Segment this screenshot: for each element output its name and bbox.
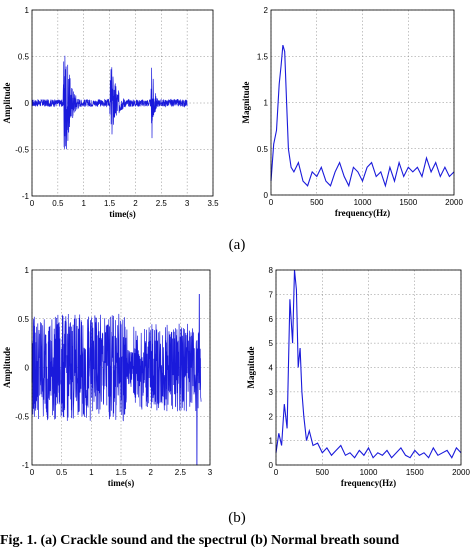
- y-tick-label: 0: [264, 191, 269, 200]
- y-tick-label: 2: [264, 6, 269, 15]
- chart-crackle-waveform: 0 0.5 1 1.5 2 2.5 3 3.5 -1 -0.5 0 0.5 1 time(s) Amplit…: [2, 6, 219, 219]
- axes-frame: [270, 9, 455, 196]
- y-tick-label: -1: [22, 192, 30, 201]
- y-tick-label: -0.5: [15, 412, 29, 421]
- y-tick-label: 0: [25, 364, 30, 373]
- x-tick-label: 0: [30, 468, 35, 477]
- chart-crackle-spectrum: 0 500 1000 1500 2000 0 0.5 1 1.5 2 frequency(Hz) Ma…: [241, 6, 463, 218]
- y-axis-label: Amplitude: [2, 82, 12, 123]
- x-axis-label: frequency(Hz): [335, 208, 390, 218]
- x-tick-label: 0: [269, 198, 274, 207]
- y-tick-label: 0: [25, 99, 30, 108]
- y-tick-label: 1: [269, 437, 274, 446]
- chart-normal-waveform: 0 0.5 1 1.5 2 2.5 3 -1 -0.5 0 0.5 1 time(s) Amplitude: [2, 266, 213, 488]
- x-tick-label: 2.5: [156, 199, 168, 208]
- y-tick-label: 0.5: [18, 315, 30, 324]
- x-tick-label: 3: [185, 199, 190, 208]
- x-tick-label: 1000: [354, 198, 372, 207]
- x-tick-label: 1: [89, 468, 94, 477]
- x-tick-label: 2: [148, 468, 153, 477]
- x-tick-label: 0: [274, 468, 279, 477]
- y-tick-label: -0.5: [15, 146, 29, 155]
- x-tick-label: 1500: [406, 468, 424, 477]
- axes-frame: [31, 269, 211, 466]
- y-tick-label: 8: [269, 266, 274, 275]
- panel-label-a: (a): [229, 237, 246, 253]
- x-tick-label: 2000: [445, 198, 463, 207]
- y-tick-label: 5: [269, 339, 274, 348]
- x-tick-label: 3.5: [207, 199, 219, 208]
- series-line: [31, 55, 188, 150]
- x-tick-label: 1.5: [115, 468, 127, 477]
- axes-frame: [275, 269, 462, 466]
- series-line: [31, 294, 202, 466]
- y-tick-label: 2: [269, 412, 274, 421]
- x-tick-label: 2000: [452, 468, 470, 477]
- x-tick-label: 0.5: [56, 468, 68, 477]
- panel-label-b: (b): [228, 510, 246, 526]
- series-line: [275, 269, 462, 459]
- y-axis-label: Magnitude: [241, 81, 251, 123]
- chart-normal-spectrum: 0 500 1000 1500 2000 0 1 2 3 4 5 6 7 8 frequency(Hz) Ma…: [246, 266, 470, 488]
- x-tick-label: 2: [133, 199, 138, 208]
- x-tick-label: 0: [30, 199, 35, 208]
- x-tick-label: 1500: [399, 198, 417, 207]
- x-tick-label: 1: [81, 199, 86, 208]
- y-tick-label: 7: [269, 290, 274, 299]
- y-tick-label: 1: [264, 99, 269, 108]
- y-tick-label: 1.5: [257, 52, 269, 61]
- series-line: [270, 44, 455, 188]
- x-tick-label: 2.5: [175, 468, 187, 477]
- y-tick-label: 6: [269, 315, 274, 324]
- x-tick-label: 500: [316, 468, 330, 477]
- y-tick-label: 1: [25, 6, 30, 15]
- x-tick-label: 3: [208, 468, 213, 477]
- figure-caption: Fig. 1. (a) Crackle sound and the spectr…: [0, 533, 399, 548]
- x-axis-label: time(s): [108, 478, 135, 488]
- axes-frame: [31, 9, 214, 197]
- y-tick-label: 0.5: [18, 53, 30, 62]
- x-axis-label: time(s): [109, 209, 136, 219]
- y-tick-label: 4: [269, 364, 274, 373]
- y-tick-label: 0: [269, 461, 274, 470]
- x-tick-label: 500: [310, 198, 324, 207]
- y-axis-label: Magnitude: [246, 346, 256, 388]
- y-axis-label: Amplitude: [2, 347, 12, 388]
- y-tick-label: 3: [269, 388, 274, 397]
- y-tick-label: 1: [25, 266, 30, 275]
- y-tick-label: -1: [22, 461, 30, 470]
- y-tick-label: 0.5: [257, 145, 269, 154]
- x-tick-label: 0.5: [52, 199, 64, 208]
- x-axis-label: frequency(Hz): [341, 478, 396, 488]
- x-tick-label: 1.5: [104, 199, 116, 208]
- x-tick-label: 1000: [360, 468, 378, 477]
